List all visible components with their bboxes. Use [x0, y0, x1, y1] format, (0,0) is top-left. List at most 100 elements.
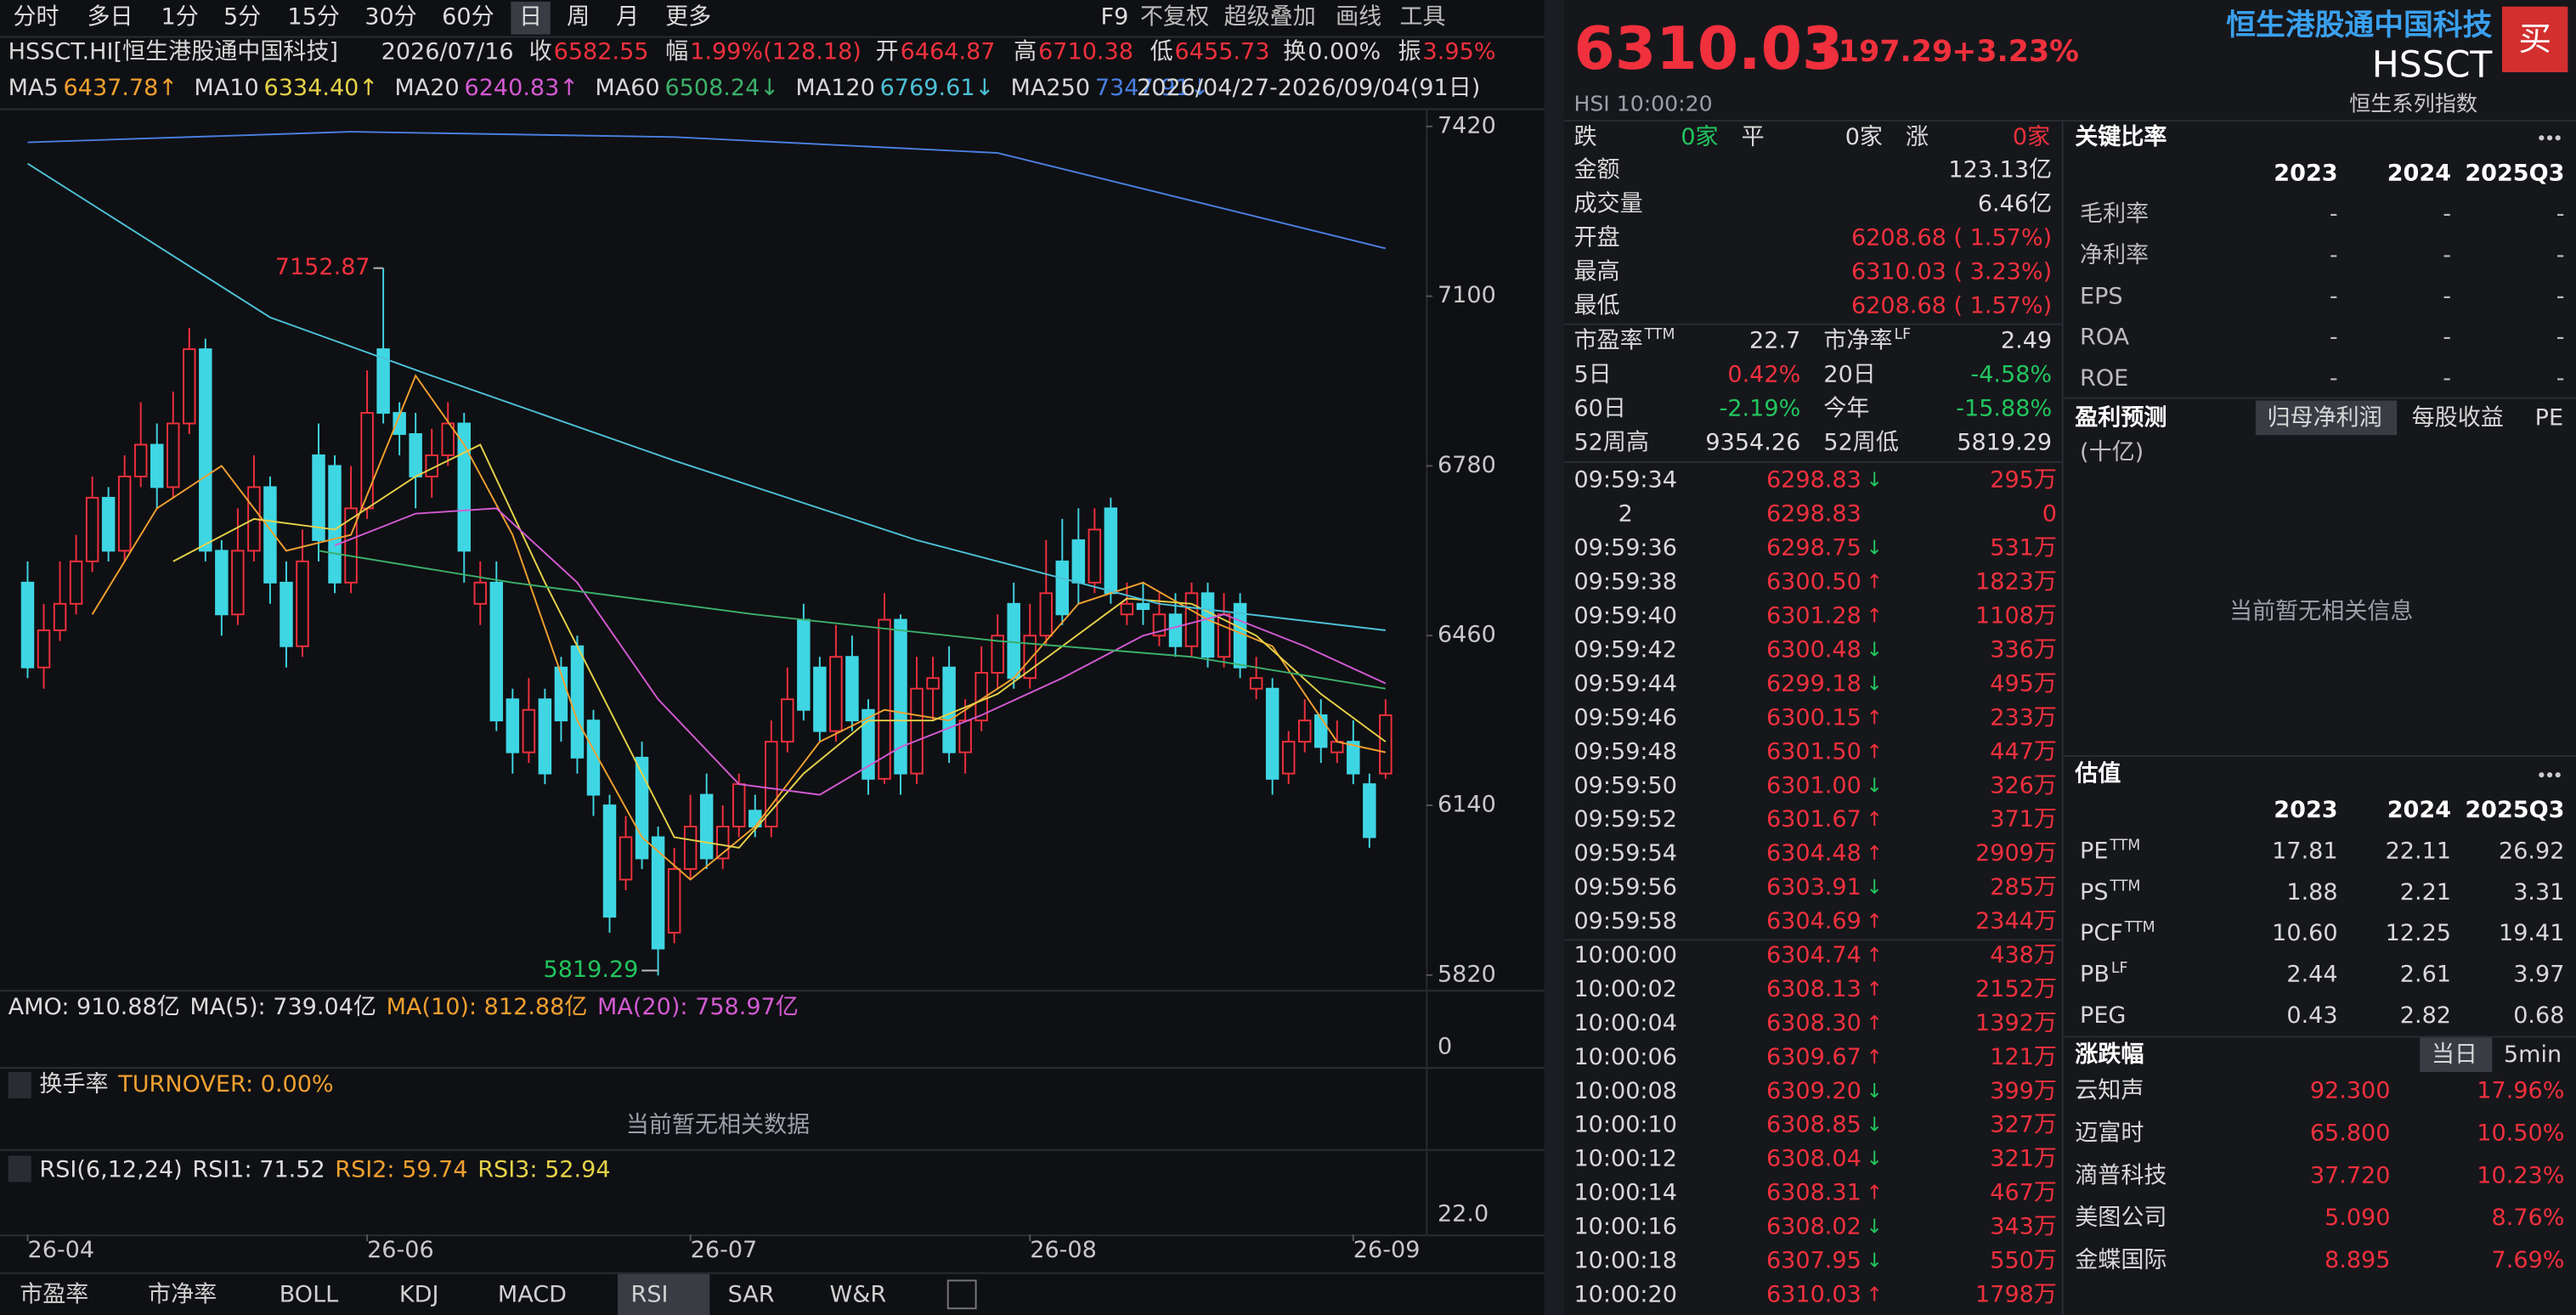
tool-button[interactable]: 工具	[1399, 4, 1445, 31]
period-tab[interactable]: 15分	[287, 4, 339, 31]
candle-body	[117, 475, 132, 552]
indicator-tab[interactable]: SAR	[728, 1281, 775, 1307]
period-tab[interactable]: 周	[567, 4, 590, 31]
help-icon[interactable]	[8, 1071, 31, 1098]
candle-body	[85, 496, 99, 562]
forecast-tab[interactable]: 每股收益	[2412, 404, 2504, 431]
tick-time: 09:59:48	[1573, 738, 1677, 765]
valuation-value: 2.61	[2400, 961, 2451, 987]
tick-price: 6304.69	[1766, 908, 1861, 934]
date-range[interactable]: 2026/04/27-2026/09/04(91日)	[1137, 75, 1480, 101]
candle-body	[813, 666, 827, 732]
stock-pct: 7.69%	[2492, 1247, 2565, 1273]
stat-value: 123.13亿	[1948, 156, 2052, 183]
x-tick-label: 26-06	[367, 1237, 434, 1263]
help-icon[interactable]	[8, 1155, 31, 1182]
more-dot[interactable]	[2539, 772, 2545, 778]
period-tab[interactable]: 30分	[364, 4, 416, 31]
stock-name[interactable]: 云知声	[2075, 1078, 2144, 1104]
valuation-value: 2.44	[2286, 961, 2337, 987]
period-tab[interactable]: 分时	[13, 4, 59, 31]
tick-time: 10:00:08	[1573, 1078, 1677, 1104]
field-label: 振	[1398, 38, 1421, 65]
more-dot[interactable]	[2546, 135, 2553, 141]
candle-body	[280, 581, 293, 647]
tick-time: 09:59:56	[1573, 874, 1677, 900]
mover-tab[interactable]: 当日	[2432, 1041, 2477, 1068]
stock-name[interactable]: 滴普科技	[2075, 1162, 2166, 1188]
ratio-label: ROA	[2080, 325, 2130, 351]
tick-volume: 447万	[1990, 738, 2057, 765]
tick-time: 09:59:42	[1573, 636, 1677, 663]
change: +197.29	[1814, 35, 1952, 69]
buy-button-bg[interactable]	[2501, 6, 2568, 73]
candle-body	[974, 671, 988, 722]
stock-name[interactable]: 迈富时	[2075, 1120, 2144, 1147]
candle-body	[199, 348, 212, 552]
candle-body	[522, 708, 536, 753]
tick-time: 10:00:02	[1573, 976, 1677, 1002]
stat-value: 9354.26	[1705, 429, 1800, 455]
tick-price: 6300.15	[1766, 704, 1861, 731]
period-tab[interactable]: 更多	[665, 4, 711, 31]
indicator-tab[interactable]: 市盈率	[20, 1281, 88, 1307]
tick-volume: 438万	[1990, 942, 2057, 968]
more-dot[interactable]	[2546, 772, 2553, 778]
stock-name[interactable]: 金蝶国际	[2075, 1247, 2166, 1273]
candle-body	[651, 836, 665, 950]
candle-body	[1104, 507, 1118, 595]
period-tab[interactable]: 日	[519, 4, 542, 31]
tick-arrow: ↑	[1867, 842, 1883, 865]
add-tab[interactable]	[946, 1279, 977, 1310]
more-dot[interactable]	[2555, 772, 2561, 778]
forecast-tab[interactable]: PE	[2535, 404, 2563, 431]
ratio-value: -	[2330, 242, 2338, 268]
period-tab[interactable]: 5分	[223, 4, 261, 31]
tool-button[interactable]: 超级叠加	[1224, 4, 1316, 31]
forecast-tab[interactable]: 归母净利润	[2267, 404, 2381, 431]
indicator-tab[interactable]: 市净率	[148, 1281, 217, 1307]
mover-tab[interactable]: 5min	[2504, 1041, 2562, 1068]
candle-body	[683, 826, 698, 870]
candle-body	[1087, 528, 1102, 584]
tool-button[interactable]: 画线	[1336, 4, 1381, 31]
tick-price: 6308.30	[1766, 1010, 1861, 1036]
candle-body	[586, 720, 601, 796]
stock-name[interactable]: 美图公司	[2075, 1205, 2166, 1231]
stock-pct: 10.50%	[2477, 1120, 2564, 1147]
tick-price: 6307.95	[1766, 1248, 1861, 1274]
candle-body	[167, 422, 180, 488]
candle-body	[602, 804, 617, 918]
tool-button[interactable]: F9	[1101, 4, 1129, 31]
stock-price: 37.720	[2310, 1162, 2391, 1188]
period-tab[interactable]: 月	[616, 4, 639, 31]
more-dot[interactable]	[2539, 135, 2545, 141]
splitter[interactable]	[1544, 0, 1564, 1315]
ma-name: MA60	[595, 75, 659, 101]
tick-price: 6310.03	[1766, 1281, 1861, 1307]
ma-line	[26, 162, 1386, 631]
ratio-value: -	[2556, 242, 2565, 268]
indicator-tab[interactable]: RSI	[631, 1281, 669, 1307]
ma-line	[318, 550, 1387, 690]
indicator-tab[interactable]: BOLL	[280, 1281, 339, 1307]
stat-label: 最高	[1573, 259, 1619, 285]
indicator-tab[interactable]: MACD	[498, 1281, 567, 1307]
period-tab[interactable]: 60分	[442, 4, 494, 31]
period-tab[interactable]: 1分	[161, 4, 199, 31]
index-code: HSSCT	[2372, 45, 2494, 87]
period-tab[interactable]: 多日	[87, 4, 133, 31]
more-dot[interactable]	[2555, 135, 2561, 141]
ma-value: 6334.40↑	[264, 75, 379, 101]
year-header: 2025Q3	[2465, 160, 2564, 186]
buy-icon[interactable]: 买	[2518, 20, 2551, 59]
field-value: 1.99%(128.18)	[690, 38, 861, 65]
indicator-tab[interactable]: W&R	[830, 1281, 887, 1307]
index-name: 恒生港股通中国科技	[2226, 8, 2492, 42]
tick-arrow: ↑	[1867, 605, 1883, 628]
tick-volume: 327万	[1990, 1112, 2057, 1138]
tool-button[interactable]: 不复权	[1140, 4, 1209, 31]
tick-time: 10:00:06	[1573, 1044, 1677, 1070]
tick-time: 09:59:36	[1573, 535, 1677, 562]
indicator-tab[interactable]: KDJ	[399, 1281, 439, 1307]
